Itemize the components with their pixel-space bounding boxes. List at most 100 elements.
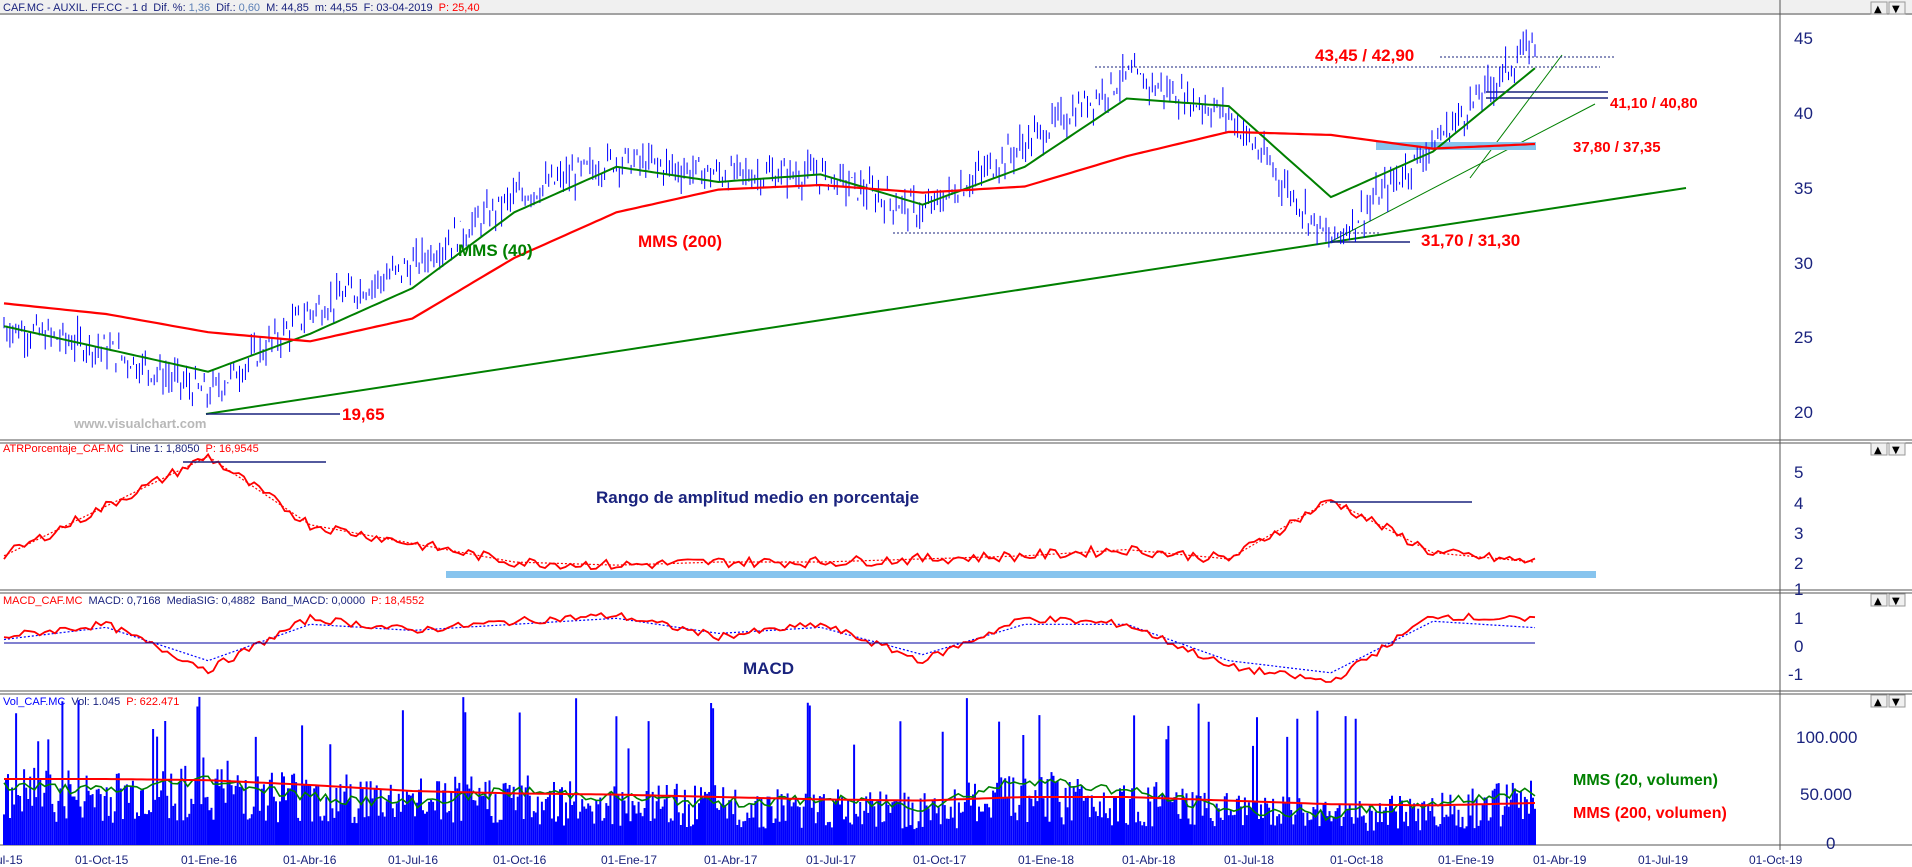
price-series: [3, 29, 1536, 408]
long-trendline: [205, 187, 1687, 415]
short-trendline: [1469, 54, 1563, 179]
scroll-up-button[interactable]: [1870, 694, 1888, 708]
svg-text:▲: ▲: [1874, 596, 1882, 607]
macd-y-axis: 1 0 -1: [1788, 609, 1803, 684]
macd-controls: ▲ ▼: [1870, 593, 1906, 607]
macd-line: [3, 612, 1536, 683]
volume-controls: ▲ ▼: [1870, 694, 1906, 708]
mms40-label: MMS (40): [458, 241, 533, 260]
y-tick: 5: [1794, 463, 1803, 482]
macd-title: MACD: [743, 659, 794, 678]
price-levels: [205, 54, 1687, 415]
y-tick: 25: [1794, 328, 1813, 347]
mms200-line: [3, 130, 1536, 343]
x-tick: 01-Ene-16: [181, 853, 237, 867]
y-tick: -1: [1788, 665, 1803, 684]
panel-controls: ▲ ▼ ▲ ▼ ▲ ▼ ▲ ▼: [1870, 1, 1906, 708]
medium-trendline: [1329, 103, 1596, 243]
x-tick: 01-Jul-16: [388, 853, 438, 867]
header-dif: 0,60: [239, 2, 260, 14]
scroll-down-button[interactable]: [1888, 442, 1906, 456]
atr-line: [3, 452, 1536, 571]
header-dif-pct: 1,36: [189, 2, 210, 14]
atr-title: Rango de amplitud medio en porcentaje: [596, 488, 919, 507]
svg-text:▼: ▼: [1892, 445, 1900, 456]
x-tick: 01-Abr-18: [1122, 853, 1176, 867]
svg-text:▲: ▲: [1874, 4, 1882, 15]
header-last: 25,40: [452, 2, 480, 14]
x-tick: 01-Oct-16: [493, 853, 547, 867]
atr-controls: ▲ ▼: [1870, 442, 1906, 456]
atr-levels: [183, 461, 1596, 578]
scroll-down-button[interactable]: [1888, 694, 1906, 708]
scroll-down-button[interactable]: [1888, 1, 1906, 15]
svg-text:▲: ▲: [1874, 445, 1882, 456]
x-tick: 01-Oct-19: [1749, 853, 1803, 867]
volume-ma200-line: [4, 778, 1536, 807]
y-tick: 35: [1794, 179, 1813, 198]
mms200-label: MMS (200): [638, 232, 722, 251]
x-axis: ul-15 01-Oct-15 01-Ene-16 01-Abr-16 01-J…: [0, 853, 1803, 867]
y-tick: 1: [1794, 609, 1803, 628]
x-tick: 01-Jul-18: [1224, 853, 1274, 867]
scroll-up-button[interactable]: [1870, 442, 1888, 456]
y-tick: 100.000: [1796, 728, 1857, 747]
x-tick: 01-Oct-15: [75, 853, 129, 867]
level3-band: [1376, 142, 1536, 150]
price-y-axis: 45 40 35 30 25 20: [1794, 29, 1813, 422]
volume-legend-20: MMS (20, volumen): [1573, 772, 1718, 789]
scroll-up-button[interactable]: [1870, 593, 1888, 607]
x-tick: 01-Ene-18: [1018, 853, 1074, 867]
y-tick: 1: [1794, 580, 1803, 599]
header-bar: [0, 0, 1912, 15]
volume-header: Vol_CAF.MC Vol: 1.045 P: 622.471: [3, 696, 179, 708]
price-controls: ▲ ▼: [1870, 1, 1906, 15]
svg-text:▼: ▼: [1892, 697, 1900, 708]
scroll-up-button[interactable]: [1870, 1, 1888, 15]
y-tick: 40: [1794, 104, 1813, 123]
x-tick: 01-Abr-19: [1533, 853, 1587, 867]
y-tick: 0: [1826, 834, 1835, 853]
x-tick: 01-Abr-17: [704, 853, 758, 867]
atr-base-band: [446, 571, 1596, 578]
header-symbol: CAF.MC - AUXIL. FF.CC - 1 d: [3, 2, 147, 14]
scroll-down-button[interactable]: [1888, 593, 1906, 607]
x-tick: ul-15: [0, 853, 23, 867]
y-tick: 2: [1794, 554, 1803, 573]
header-max: 44,85: [281, 2, 309, 14]
y-tick: 30: [1794, 254, 1813, 273]
atr-signal-line: [3, 455, 1536, 566]
indicator-annotations: Rango de amplitud medio en porcentaje MA…: [596, 488, 1727, 822]
volume-legend-200: MMS (200, volumen): [1573, 805, 1727, 822]
y-tick: 3: [1794, 524, 1803, 543]
x-tick: 01-Ene-19: [1438, 853, 1494, 867]
svg-text:▼: ▼: [1892, 596, 1900, 607]
watermark: www.visualchart.com: [73, 416, 206, 431]
header-min: 44,55: [330, 2, 358, 14]
level2-label: 41,10 / 40,80: [1610, 95, 1698, 112]
x-tick: 01-Ene-17: [601, 853, 657, 867]
macd-header: MACD_CAF.MC MACD: 0,7168 MediaSIG: 0,4882 Ban…: [3, 595, 424, 607]
volume-ma20-line: [3, 775, 1536, 822]
price-annotations: 43,45 / 42,90 41,10 / 40,80 37,80 / 37,3…: [73, 46, 1698, 431]
x-tick: 01-Abr-16: [283, 853, 337, 867]
x-tick: 01-Oct-17: [913, 853, 967, 867]
atr-lines: [3, 452, 1536, 571]
resistance-label: 43,45 / 42,90: [1315, 46, 1414, 65]
y-tick: 45: [1794, 29, 1813, 48]
y-tick: 50.000: [1800, 785, 1852, 804]
volume-y-axis: 100.000 50.000 0: [1796, 728, 1857, 853]
level3-label: 37,80 / 37,35: [1573, 139, 1661, 156]
low-label: 19,65: [342, 405, 385, 424]
svg-text:▲: ▲: [1874, 697, 1882, 708]
header-date: 03-04-2019: [376, 2, 432, 14]
volume-bars: [3, 696, 1536, 845]
volume-ma-lines: [3, 775, 1536, 822]
atr-header: ATRPorcentaje_CAF.MC Line 1: 1,8050 P: 16,95…: [3, 443, 259, 455]
